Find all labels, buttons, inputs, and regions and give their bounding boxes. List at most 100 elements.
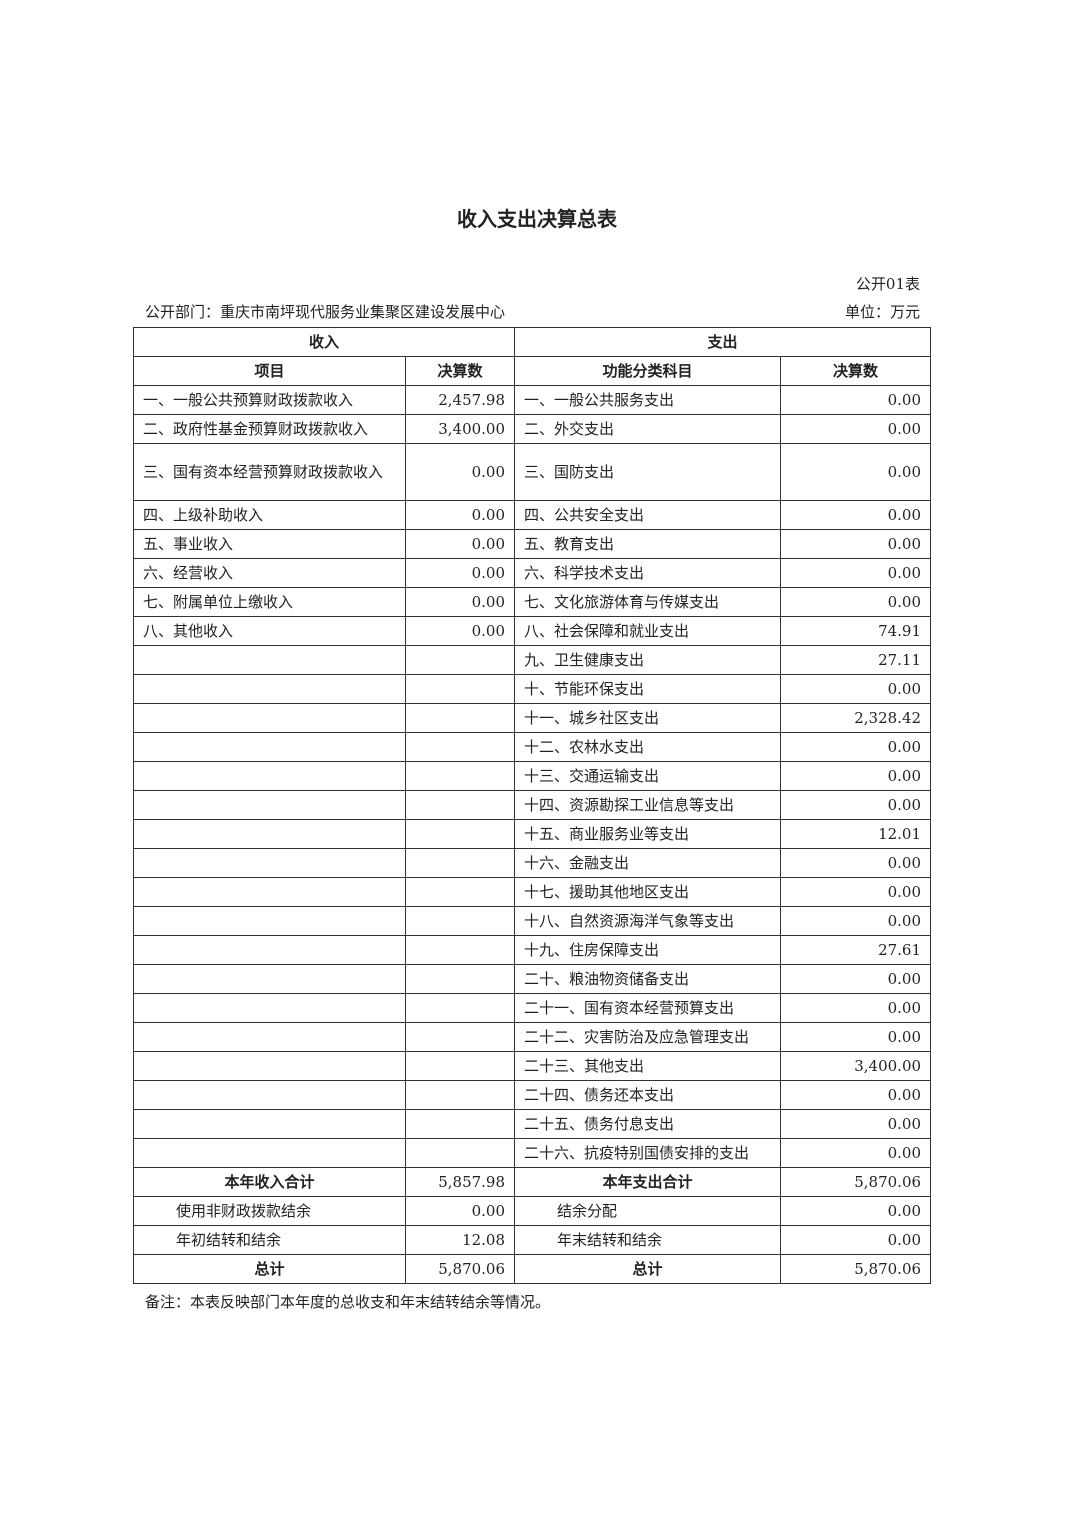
income-amount [404,1109,516,1139]
expense-amount: 0.00 [780,385,932,415]
expense-amount: 0.00 [780,500,932,530]
expense-item: 二十三、其他支出 [514,1051,782,1081]
expense-item: 六、科学技术支出 [514,558,782,588]
expense-item: 二十、粮油物资储备支出 [514,964,782,994]
income-amount [404,674,516,704]
expense-amount: 2,328.42 [780,703,932,733]
summary-expense-item: 总计 [514,1254,782,1284]
column-header-income-amount: 决算数 [404,356,516,386]
income-item [133,645,406,675]
income-amount: 3,400.00 [404,414,516,444]
income-amount: 0.00 [404,558,516,588]
expense-amount: 0.00 [780,761,932,791]
expense-item: 四、公共安全支出 [514,500,782,530]
income-item: 四、上级补助收入 [133,500,406,530]
expense-amount: 0.00 [780,587,932,617]
expense-item: 二十二、灾害防治及应急管理支出 [514,1022,782,1052]
table-row: 六、经营收入 0.00 六、科学技术支出 0.00 [133,558,932,588]
income-amount [404,993,516,1023]
table-row: 二十三、其他支出 3,400.00 [133,1051,932,1081]
income-amount: 2,457.98 [404,385,516,415]
summary-income-amount: 0.00 [404,1196,516,1226]
income-item [133,848,406,878]
income-amount [404,906,516,936]
expense-amount: 0.00 [780,1022,932,1052]
expense-section-header: 支出 [514,327,932,357]
expense-item: 二十六、抗疫特别国债安排的支出 [514,1138,782,1168]
income-amount: 0.00 [404,443,516,501]
summary-income-item: 总计 [133,1254,406,1284]
expense-amount: 0.00 [780,443,932,501]
expense-amount: 0.00 [780,964,932,994]
column-header-row: 项目 决算数 功能分类科目 决算数 [133,356,932,386]
income-amount: 0.00 [404,529,516,559]
table-note: 备注：本表反映部门本年度的总收支和年末结转结余等情况。 [145,1293,551,1311]
expense-item: 三、国防支出 [514,443,782,501]
table-row: 十一、城乡社区支出 2,328.42 [133,703,932,733]
income-amount [404,703,516,733]
expense-item: 一、一般公共服务支出 [514,385,782,415]
income-item [133,790,406,820]
expense-item: 十八、自然资源海洋气象等支出 [514,906,782,936]
income-item [133,1109,406,1139]
expense-amount: 0.00 [780,558,932,588]
expense-amount: 0.00 [780,993,932,1023]
table-row: 三、国有资本经营预算财政拨款收入 0.00 三、国防支出 0.00 [133,443,932,501]
expense-item: 十一、城乡社区支出 [514,703,782,733]
column-header-item: 项目 [133,356,406,386]
summary-row: 总计 5,870.06 总计 5,870.06 [133,1254,932,1284]
table-row: 十八、自然资源海洋气象等支出 0.00 [133,906,932,936]
expense-amount: 3,400.00 [780,1051,932,1081]
income-item [133,1022,406,1052]
expense-item: 十四、资源勘探工业信息等支出 [514,790,782,820]
table-row: 二十、粮油物资储备支出 0.00 [133,964,932,994]
summary-income-item: 年初结转和结余 [133,1225,406,1255]
income-item [133,819,406,849]
expense-amount: 0.00 [780,877,932,907]
table-row: 二十一、国有资本经营预算支出 0.00 [133,993,932,1023]
summary-expense-item: 本年支出合计 [514,1167,782,1197]
expense-item: 二十一、国有资本经营预算支出 [514,993,782,1023]
expense-item: 七、文化旅游体育与传媒支出 [514,587,782,617]
income-amount [404,1138,516,1168]
summary-income-amount: 5,870.06 [404,1254,516,1284]
column-header-function-category: 功能分类科目 [514,356,782,386]
income-item [133,877,406,907]
table-row: 七、附属单位上缴收入 0.00 七、文化旅游体育与传媒支出 0.00 [133,587,932,617]
summary-income-amount: 5,857.98 [404,1167,516,1197]
table-row: 二、政府性基金预算财政拨款收入 3,400.00 二、外交支出 0.00 [133,414,932,444]
income-item [133,906,406,936]
expense-amount: 0.00 [780,790,932,820]
table-row: 五、事业收入 0.00 五、教育支出 0.00 [133,529,932,559]
income-item [133,703,406,733]
expense-item: 十二、农林水支出 [514,732,782,762]
summary-row: 本年收入合计 5,857.98 本年支出合计 5,870.06 [133,1167,932,1197]
income-item: 一、一般公共预算财政拨款收入 [133,385,406,415]
expense-item: 十三、交通运输支出 [514,761,782,791]
table-row: 十九、住房保障支出 27.61 [133,935,932,965]
income-amount [404,732,516,762]
income-item [133,964,406,994]
income-expense-table: 收入 支出 项目 决算数 功能分类科目 决算数 一、一般公共预算财政拨款收入 2,… [132,327,932,1284]
page-title: 收入支出决算总表 [457,207,617,231]
table-row: 八、其他收入 0.00 八、社会保障和就业支出 74.91 [133,616,932,646]
summary-expense-item: 结余分配 [514,1196,782,1226]
summary-expense-amount: 0.00 [780,1196,932,1226]
unit-label: 单位：万元 [844,303,920,321]
income-item [133,732,406,762]
income-item: 五、事业收入 [133,529,406,559]
expense-item: 十七、援助其他地区支出 [514,877,782,907]
table-row: 十七、援助其他地区支出 0.00 [133,877,932,907]
form-number: 公开01表 [855,275,920,293]
income-item: 六、经营收入 [133,558,406,588]
expense-item: 十九、住房保障支出 [514,935,782,965]
summary-expense-amount: 5,870.06 [780,1167,932,1197]
expense-amount: 27.11 [780,645,932,675]
income-amount [404,819,516,849]
income-item [133,993,406,1023]
income-item [133,1138,406,1168]
income-item [133,1051,406,1081]
table-row: 十六、金融支出 0.00 [133,848,932,878]
income-amount [404,761,516,791]
summary-expense-item: 年末结转和结余 [514,1225,782,1255]
